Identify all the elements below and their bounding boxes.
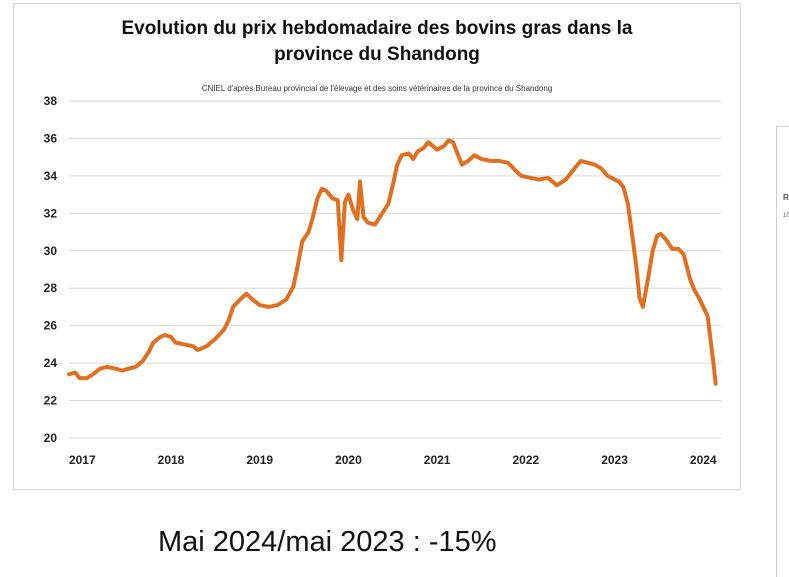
y-tick-label: 34 bbox=[44, 169, 58, 183]
y-tick-label: 32 bbox=[44, 206, 58, 220]
side-panel-label-10: 10 bbox=[783, 213, 789, 219]
chart-panel: Evolution du prix hebdomadaire des bovin… bbox=[13, 3, 741, 490]
y-tick-label: 30 bbox=[44, 244, 58, 258]
x-tick-label: 2024 bbox=[690, 453, 717, 467]
chart-title: Evolution du prix hebdomadaire des bovin… bbox=[14, 16, 740, 68]
y-tick-label: 28 bbox=[44, 281, 58, 295]
comparison-caption: Mai 2024/mai 2023 : -15% bbox=[158, 526, 497, 558]
y-tick-label: 22 bbox=[44, 394, 58, 408]
y-tick-label: 26 bbox=[44, 319, 58, 333]
price-series-line bbox=[67, 138, 718, 386]
x-tick-label: 2023 bbox=[601, 453, 628, 467]
x-tick-label: 2018 bbox=[158, 453, 185, 467]
chart-title-line-1: Evolution du prix hebdomadaire des bovin… bbox=[121, 18, 633, 39]
y-tick-label: 36 bbox=[44, 131, 58, 145]
side-panel-label-r: R bbox=[783, 193, 789, 202]
x-tick-label: 2020 bbox=[335, 453, 362, 467]
x-tick-label: 2022 bbox=[512, 453, 539, 467]
chart-subtitle: CNIEL d'après Bureau provincial de l'éle… bbox=[201, 84, 553, 93]
y-tick-label: 38 bbox=[44, 94, 58, 108]
side-panel-partial: R 10 bbox=[776, 126, 789, 577]
x-tick-label: 2017 bbox=[69, 453, 96, 467]
x-tick-label: 2021 bbox=[424, 453, 451, 467]
y-tick-label: 20 bbox=[44, 431, 58, 445]
y-tick-label: 24 bbox=[44, 356, 58, 370]
chart-title-line-2: province du Shandong bbox=[274, 44, 480, 65]
x-tick-label: 2019 bbox=[246, 453, 273, 467]
